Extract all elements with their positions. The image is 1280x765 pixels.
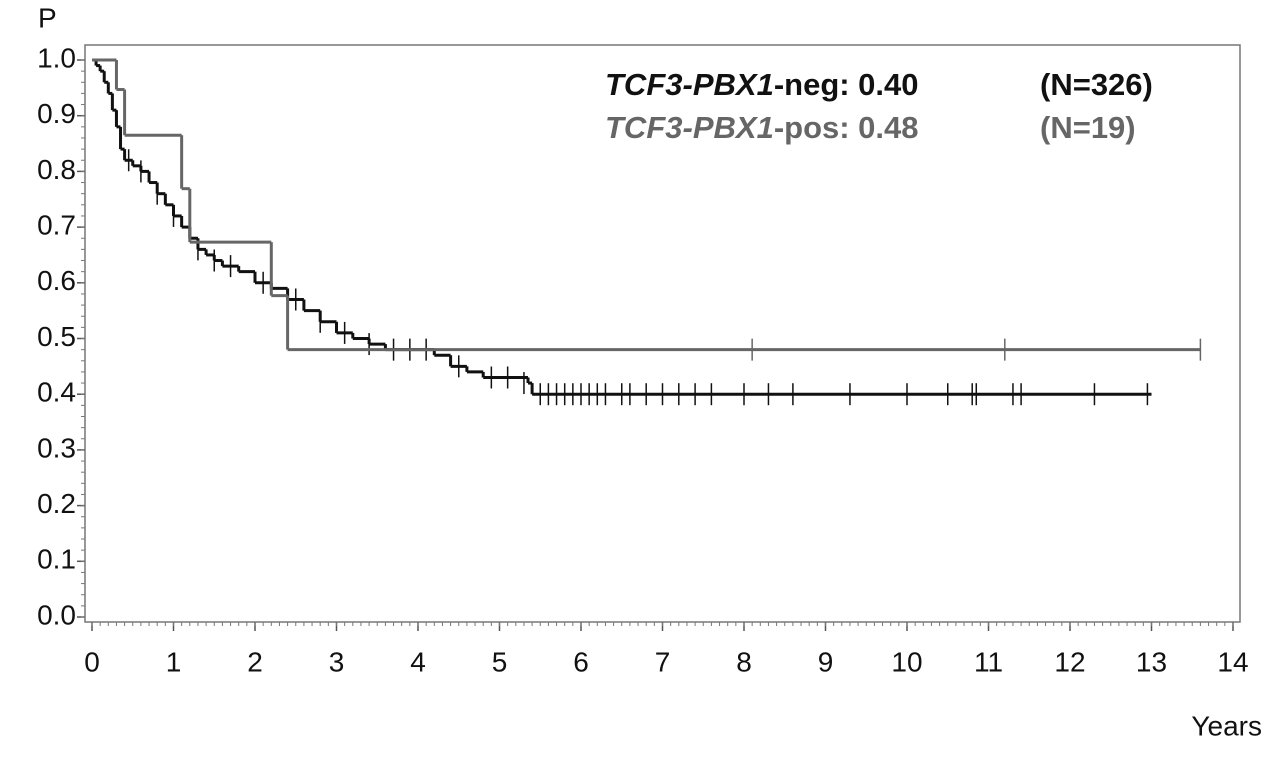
- legend-rest: -pos: 0.48: [774, 110, 919, 145]
- legend-n: (N=19): [1040, 110, 1136, 145]
- x-tick-label: 10: [891, 646, 922, 677]
- legend-rest: -neg: 0.40: [774, 67, 919, 102]
- x-tick-label: 9: [818, 646, 834, 677]
- x-tick-label: 8: [736, 646, 752, 677]
- x-tick-label: 12: [1054, 646, 1085, 677]
- y-axis-label: P: [38, 2, 57, 33]
- x-tick-label: 4: [410, 646, 426, 677]
- y-tick-label: 0.8: [37, 154, 76, 185]
- y-tick-label: 0.6: [37, 265, 76, 296]
- y-tick-label: 0.2: [37, 488, 76, 519]
- survival-curve: [92, 58, 1201, 352]
- x-tick-label: 5: [492, 646, 508, 677]
- legend-gene: TCF3-PBX1: [605, 110, 774, 145]
- legend-label: TCF3-PBX1-neg: 0.40: [605, 67, 919, 102]
- y-tick-label: 0.7: [37, 209, 76, 240]
- x-tick-label: 6: [573, 646, 589, 677]
- y-tick-label: 0.0: [37, 599, 76, 630]
- legend-n: (N=326): [1040, 67, 1153, 102]
- x-tick-label: 3: [329, 646, 345, 677]
- y-tick-label: 0.1: [37, 544, 76, 575]
- x-tick-label: 14: [1217, 646, 1248, 677]
- y-tick-label: 0.3: [37, 432, 76, 463]
- legend-gene: TCF3-PBX1: [605, 67, 774, 102]
- y-tick-label: 0.9: [37, 98, 76, 129]
- y-tick-label: 1.0: [37, 42, 76, 73]
- x-tick-label: 2: [247, 646, 263, 677]
- y-tick-label: 0.5: [37, 321, 76, 352]
- x-axis-label: Years: [1191, 710, 1262, 741]
- y-tick-label: 0.4: [37, 377, 76, 408]
- x-tick-label: 0: [84, 646, 100, 677]
- x-tick-label: 1: [166, 646, 182, 677]
- legend-label: TCF3-PBX1-pos: 0.48: [605, 110, 919, 145]
- x-tick-label: 13: [1136, 646, 1167, 677]
- x-tick-label: 11: [974, 646, 1003, 677]
- x-tick-label: 7: [655, 646, 671, 677]
